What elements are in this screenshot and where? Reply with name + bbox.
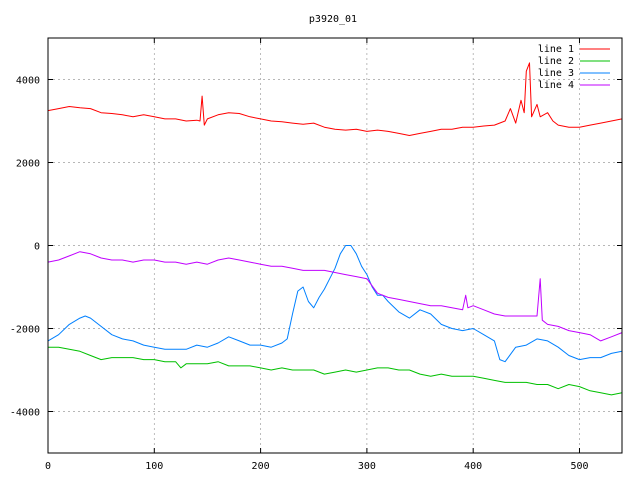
- x-tick-label: 0: [45, 461, 51, 472]
- x-tick-label: 400: [464, 461, 482, 472]
- y-tick-label: 0: [34, 242, 40, 253]
- axes: 0 100 200 300 400 500 -4000 -2000 0 2000 4000: [10, 38, 622, 472]
- legend-label-3: line 3: [538, 68, 574, 79]
- series-4-line: [47, 251, 623, 342]
- chart-title: p3920_01: [309, 14, 357, 25]
- y-tick-label: -2000: [10, 325, 40, 336]
- y-tick-label: 4000: [16, 76, 40, 87]
- series-3-line: [47, 245, 623, 363]
- legend-label-4: line 4: [538, 80, 574, 91]
- grid: [48, 38, 622, 453]
- x-tick-label: 500: [570, 461, 588, 472]
- y-tick-label: 2000: [16, 159, 40, 170]
- legend-label-2: line 2: [538, 56, 574, 67]
- series-group: [47, 62, 623, 396]
- series-2-line: [48, 346, 623, 396]
- x-tick-label: 100: [145, 461, 163, 472]
- series-1-line: [47, 62, 623, 136]
- x-tick-label: 300: [358, 461, 376, 472]
- y-tick-label: -4000: [10, 408, 40, 419]
- legend-label-1: line 1: [538, 44, 574, 55]
- x-tick-label: 200: [252, 461, 270, 472]
